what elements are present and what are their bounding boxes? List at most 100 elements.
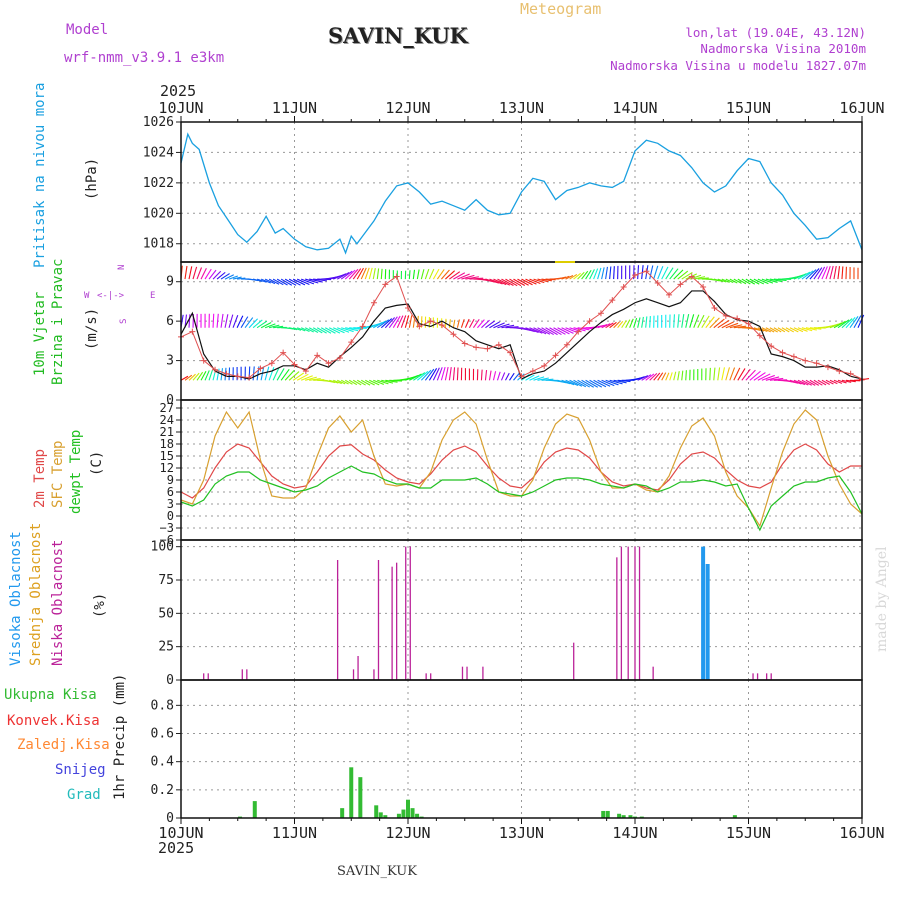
wind-barb-0-60 xyxy=(420,369,432,381)
wind-barb-0-107 xyxy=(609,379,623,385)
precip-legend-hail: Grad xyxy=(67,787,101,803)
wind-barb-1-71 xyxy=(464,318,470,328)
wind-barb-0-116 xyxy=(645,373,655,381)
compass-south: S xyxy=(119,319,129,324)
wind-barb-2-148 xyxy=(773,278,787,282)
wind-barb-0-26 xyxy=(284,370,295,381)
wind-barb-1-132 xyxy=(709,317,720,329)
compass-rose: <-|-> xyxy=(97,291,125,301)
ytick-label-p2-4: 6 xyxy=(167,485,174,499)
wind-barb-2-82 xyxy=(509,278,522,287)
panel-border-4 xyxy=(180,679,863,819)
cloud-bar-0-1 xyxy=(705,564,710,680)
wind-barb-2-80 xyxy=(501,278,514,287)
wind-barb-1-35 xyxy=(320,327,332,334)
ytick-label-p3-1: 25 xyxy=(158,640,174,655)
wind-barb-1-113 xyxy=(633,317,638,328)
wind-barb-0-44 xyxy=(356,379,366,386)
wind-barb-1-53 xyxy=(392,315,401,328)
wind-barb-2-76 xyxy=(485,278,500,284)
wind-barb-1-31 xyxy=(304,327,314,333)
ytick-label-p4-0: 0 xyxy=(166,811,174,826)
precip-bar-3 xyxy=(349,767,354,818)
wind-barb-0-25 xyxy=(280,369,290,381)
wind-barb-2-154 xyxy=(797,271,811,280)
wind-barb-0-125 xyxy=(681,370,684,381)
wind-gust-mark-20 xyxy=(405,305,411,311)
wind-barb-2-2 xyxy=(188,266,193,280)
wind-barb-1-138 xyxy=(733,325,747,329)
wind-barb-1-69 xyxy=(456,319,460,328)
wind-barb-0-46 xyxy=(365,379,375,386)
wind-barb-2-107 xyxy=(609,266,612,280)
wind-barb-0-80 xyxy=(500,372,506,381)
wind-barb-0-37 xyxy=(329,379,339,384)
wind-gust-mark-50 xyxy=(745,320,752,327)
xtick-label-top-2: 12JUN xyxy=(385,99,430,117)
wind-barb-2-65 xyxy=(440,269,450,280)
wind-barb-2-88 xyxy=(533,278,545,284)
wind-barb-1-38 xyxy=(332,327,345,334)
wind-barb-0-106 xyxy=(605,379,619,386)
wind-barb-2-133 xyxy=(713,278,724,283)
wind-barb-1-88 xyxy=(533,327,547,335)
year-top: 2025 xyxy=(160,82,196,100)
wind-gust-mark-29 xyxy=(507,349,514,356)
wind-barb-0-59 xyxy=(416,370,429,381)
wind-barb-2-124 xyxy=(677,270,689,280)
wind-barb-0-21 xyxy=(264,366,270,381)
wind-barb-2-140 xyxy=(741,278,751,285)
wind-barb-0-67 xyxy=(448,367,452,381)
wind-gust-mark-49 xyxy=(734,315,741,322)
xtick-label-bottom-1: 11JUN xyxy=(272,824,317,842)
wind-barb-1-49 xyxy=(376,319,390,329)
wind-barb-2-101 xyxy=(585,269,592,280)
cloud-legend-mid: Srednja Oblacnost xyxy=(28,523,44,666)
ytick-label-p2-3: 3 xyxy=(167,497,174,511)
precip-bar-6 xyxy=(378,812,383,818)
wind-barb-0-117 xyxy=(649,372,658,381)
wind-barb-2-134 xyxy=(717,278,727,283)
wind-barb-2-33 xyxy=(313,278,328,282)
wind-barb-0-147 xyxy=(769,377,784,381)
wind-gust-mark-52 xyxy=(768,343,775,350)
wind-barb-2-118 xyxy=(653,265,659,280)
wind-barb-1-150 xyxy=(781,327,790,333)
wind-barb-2-83 xyxy=(513,278,526,287)
wind-barb-0-121 xyxy=(665,372,670,381)
wind-barb-0-153 xyxy=(793,379,806,386)
wind-gust-mark-13 xyxy=(325,360,332,367)
wind-barb-1-153 xyxy=(793,327,804,333)
wind-barb-2-70 xyxy=(461,274,475,280)
wind-barb-1-17 xyxy=(248,318,259,329)
wind-barb-2-155 xyxy=(801,270,814,280)
wind-barb-0-161 xyxy=(825,379,834,385)
wind-barb-0-40 xyxy=(340,379,349,385)
wind-barb-0-89 xyxy=(537,377,549,381)
wind-barb-2-6 xyxy=(204,268,212,280)
cloud-bar-0-0 xyxy=(701,546,706,680)
pressure-ylabel: (hPa) xyxy=(84,158,100,200)
plot-layer: 101810201022102410260369−6−3036912151821… xyxy=(143,99,885,842)
wind-barb-2-38 xyxy=(333,273,347,280)
wind-gust-mark-57 xyxy=(824,364,831,371)
wind-barb-2-30 xyxy=(300,278,315,285)
precip-bar-1 xyxy=(252,801,257,818)
wind-barb-0-77 xyxy=(488,370,492,381)
wind-barb-1-109 xyxy=(617,320,624,329)
wind-gust-mark-6 xyxy=(246,374,253,381)
wind-barb-2-138 xyxy=(733,278,742,284)
wind-gust-mark-53 xyxy=(779,349,786,356)
precip-extra-bar-0 xyxy=(732,815,737,818)
meteogram-label: Meteogram xyxy=(520,0,601,18)
ytick-label-p0-4: 1026 xyxy=(143,115,174,130)
wind-barb-1-73 xyxy=(472,318,480,329)
wind-barb-0-143 xyxy=(753,372,766,381)
wind-barb-2-119 xyxy=(657,266,664,280)
wind-barb-1-34 xyxy=(316,327,327,334)
wind-barb-0-97 xyxy=(569,379,583,387)
wind-gust-mark-17 xyxy=(370,299,377,306)
panel-border-3 xyxy=(180,539,863,681)
wind-barb-2-29 xyxy=(296,278,310,285)
precip-bar-17 xyxy=(621,815,626,818)
